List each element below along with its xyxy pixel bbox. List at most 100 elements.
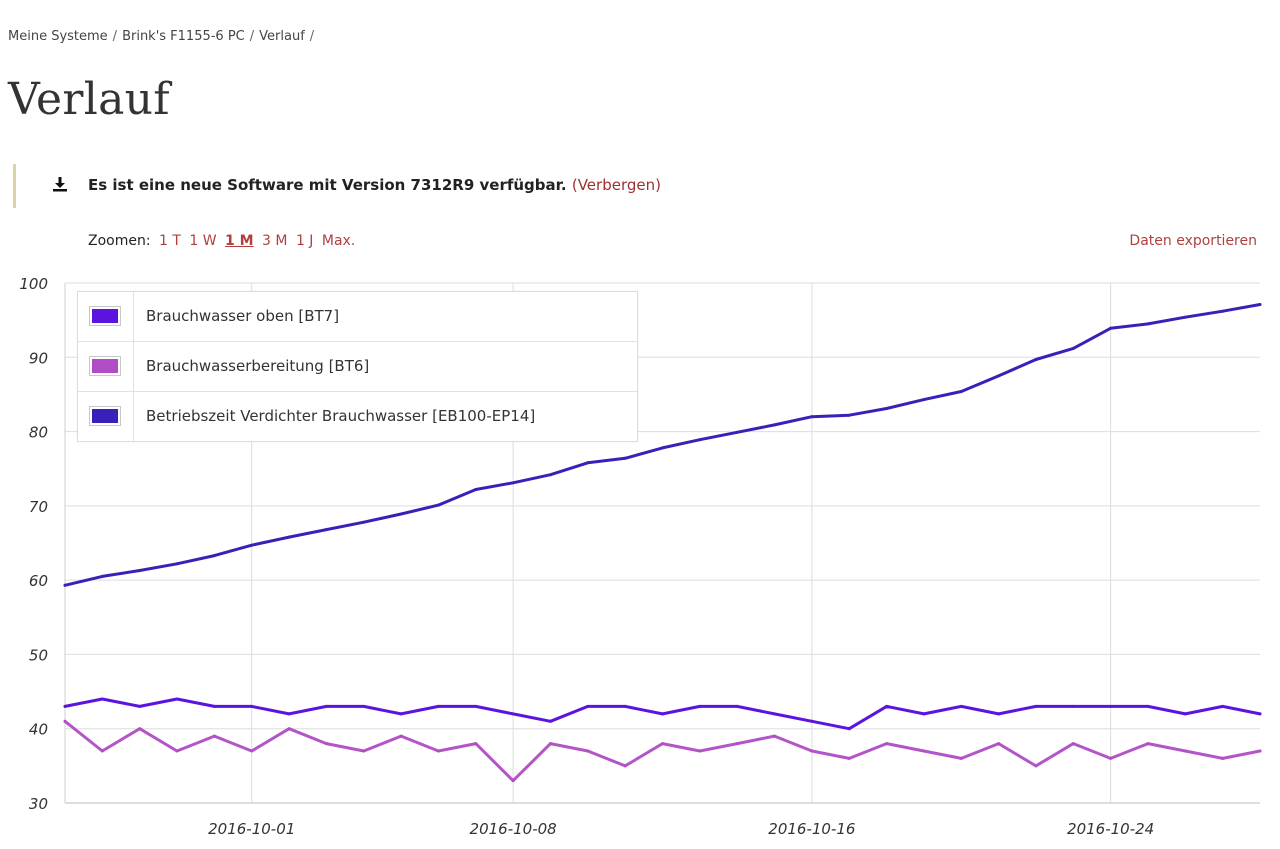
- data-point-bt6: [1146, 742, 1150, 746]
- y-tick-label: 100: [19, 275, 48, 293]
- download-icon: [53, 177, 67, 192]
- y-tick-label: 80: [29, 424, 48, 442]
- data-point-bt7: [586, 704, 590, 708]
- data-point-bt6: [1071, 742, 1075, 746]
- y-tick-label: 30: [29, 795, 48, 813]
- data-point-eb100: [661, 446, 664, 450]
- data-point-eb100: [399, 512, 403, 516]
- zoom-option-1-day[interactable]: 1 T: [159, 233, 181, 249]
- data-point-bt6: [175, 749, 179, 753]
- data-point-bt6: [922, 749, 926, 753]
- zoom-option-1-year[interactable]: 1 J: [295, 233, 314, 249]
- legend-divider: [133, 392, 134, 441]
- data-point-eb100: [63, 583, 67, 587]
- data-point-bt6: [250, 749, 254, 753]
- data-point-eb100: [885, 407, 889, 410]
- zoom-label: Zoomen:: [88, 233, 151, 249]
- data-point-bt6: [586, 749, 590, 753]
- data-point-eb100: [922, 398, 926, 402]
- data-point-bt7: [1109, 704, 1113, 708]
- data-point-bt7: [1183, 712, 1187, 716]
- data-point-bt6: [138, 727, 142, 731]
- y-tick-label: 50: [29, 646, 48, 664]
- data-point-bt6: [698, 749, 702, 753]
- data-point-bt7: [661, 712, 664, 716]
- data-point-bt6: [324, 742, 328, 746]
- data-point-bt7: [810, 719, 814, 723]
- breadcrumb-separator: /: [309, 29, 315, 44]
- data-point-eb100: [511, 481, 515, 485]
- data-point-bt6: [1221, 756, 1225, 760]
- zoom-option-1-month[interactable]: 1 M: [225, 233, 254, 249]
- data-point-bt6: [549, 742, 552, 746]
- breadcrumb-system[interactable]: Brink's F1155-6 PC: [122, 29, 245, 44]
- legend-label-bt7: Brauchwasser oben [BT7]: [146, 307, 340, 325]
- breadcrumb-meine-systeme[interactable]: Meine Systeme: [8, 29, 108, 44]
- data-point-bt6: [735, 742, 739, 746]
- data-point-bt6: [847, 756, 851, 760]
- data-point-eb100: [959, 390, 963, 393]
- data-point-eb100: [847, 413, 851, 417]
- legend-label-bt6: Brauchwasserbereitung [BT6]: [146, 357, 370, 375]
- data-point-eb100: [436, 503, 440, 507]
- export-data-link[interactable]: Daten exportieren: [1129, 233, 1257, 249]
- legend-item-bt6[interactable]: Brauchwasserbereitung [BT6]: [78, 342, 637, 392]
- data-point-eb100: [1071, 346, 1075, 350]
- data-point-bt6: [661, 742, 664, 746]
- hide-notice-link[interactable]: (Verbergen): [571, 176, 661, 194]
- data-point-eb100: [212, 554, 216, 558]
- legend-divider: [133, 342, 134, 391]
- y-tick-label: 40: [29, 721, 48, 739]
- data-point-bt6: [1109, 756, 1113, 760]
- data-point-bt6: [474, 742, 478, 746]
- data-point-bt7: [175, 697, 179, 701]
- data-point-eb100: [100, 574, 104, 578]
- data-point-bt7: [138, 704, 142, 708]
- data-point-bt6: [436, 749, 440, 753]
- data-point-bt6: [1258, 749, 1262, 753]
- notice-text: Es ist eine neue Software mit Version 73…: [88, 176, 567, 194]
- zoom-option-max[interactable]: Max.: [321, 233, 356, 249]
- data-point-eb100: [735, 430, 739, 434]
- breadcrumb: Meine Systeme / Brink's F1155-6 PC / Verlauf…: [8, 29, 319, 44]
- data-point-eb100: [474, 488, 478, 491]
- legend-item-bt7[interactable]: Brauchwasser oben [BT7]: [78, 292, 637, 342]
- data-point-bt7: [362, 704, 366, 708]
- data-point-bt6: [1034, 764, 1038, 768]
- data-point-eb100: [997, 374, 1001, 378]
- zoom-bar: Zoomen: 1 T 1 W 1 M 3 M 1 J Max.: [88, 233, 359, 249]
- data-point-eb100: [698, 438, 702, 442]
- data-point-bt7: [698, 704, 702, 708]
- data-point-bt6: [885, 742, 889, 746]
- zoom-option-1-week[interactable]: 1 W: [189, 233, 217, 249]
- zoom-option-3-months[interactable]: 3 M: [262, 233, 288, 249]
- x-tick-label: 2016-10-01: [208, 820, 295, 838]
- data-point-bt7: [212, 704, 216, 708]
- data-point-bt6: [287, 727, 291, 731]
- breadcrumb-verlauf[interactable]: Verlauf: [259, 29, 305, 44]
- x-tick-label: 2016-10-16: [768, 820, 855, 838]
- data-point-bt7: [399, 712, 403, 716]
- data-point-eb100: [1109, 326, 1113, 330]
- data-point-bt6: [212, 734, 216, 738]
- data-point-bt7: [511, 712, 515, 716]
- data-point-eb100: [586, 461, 590, 465]
- data-point-bt7: [1071, 704, 1075, 708]
- data-point-bt7: [324, 704, 328, 708]
- y-tick-label: 60: [29, 572, 48, 590]
- data-point-bt7: [100, 697, 104, 701]
- legend-swatch-bt6: [89, 356, 121, 376]
- data-point-bt6: [810, 749, 814, 753]
- legend-item-eb100[interactable]: Betriebszeit Verdichter Brauchwasser [EB…: [78, 392, 637, 441]
- data-point-bt7: [549, 719, 552, 723]
- data-point-bt7: [63, 704, 67, 708]
- y-tick-label: 90: [29, 349, 48, 367]
- data-point-bt6: [997, 742, 1001, 746]
- data-point-bt6: [959, 756, 963, 760]
- data-point-eb100: [1183, 315, 1187, 319]
- data-point-eb100: [175, 562, 179, 566]
- x-tick-label: 2016-10-24: [1067, 820, 1154, 838]
- data-point-bt7: [623, 704, 627, 708]
- data-point-bt7: [1034, 704, 1038, 708]
- software-update-notice: Es ist eine neue Software mit Version 73…: [13, 164, 913, 208]
